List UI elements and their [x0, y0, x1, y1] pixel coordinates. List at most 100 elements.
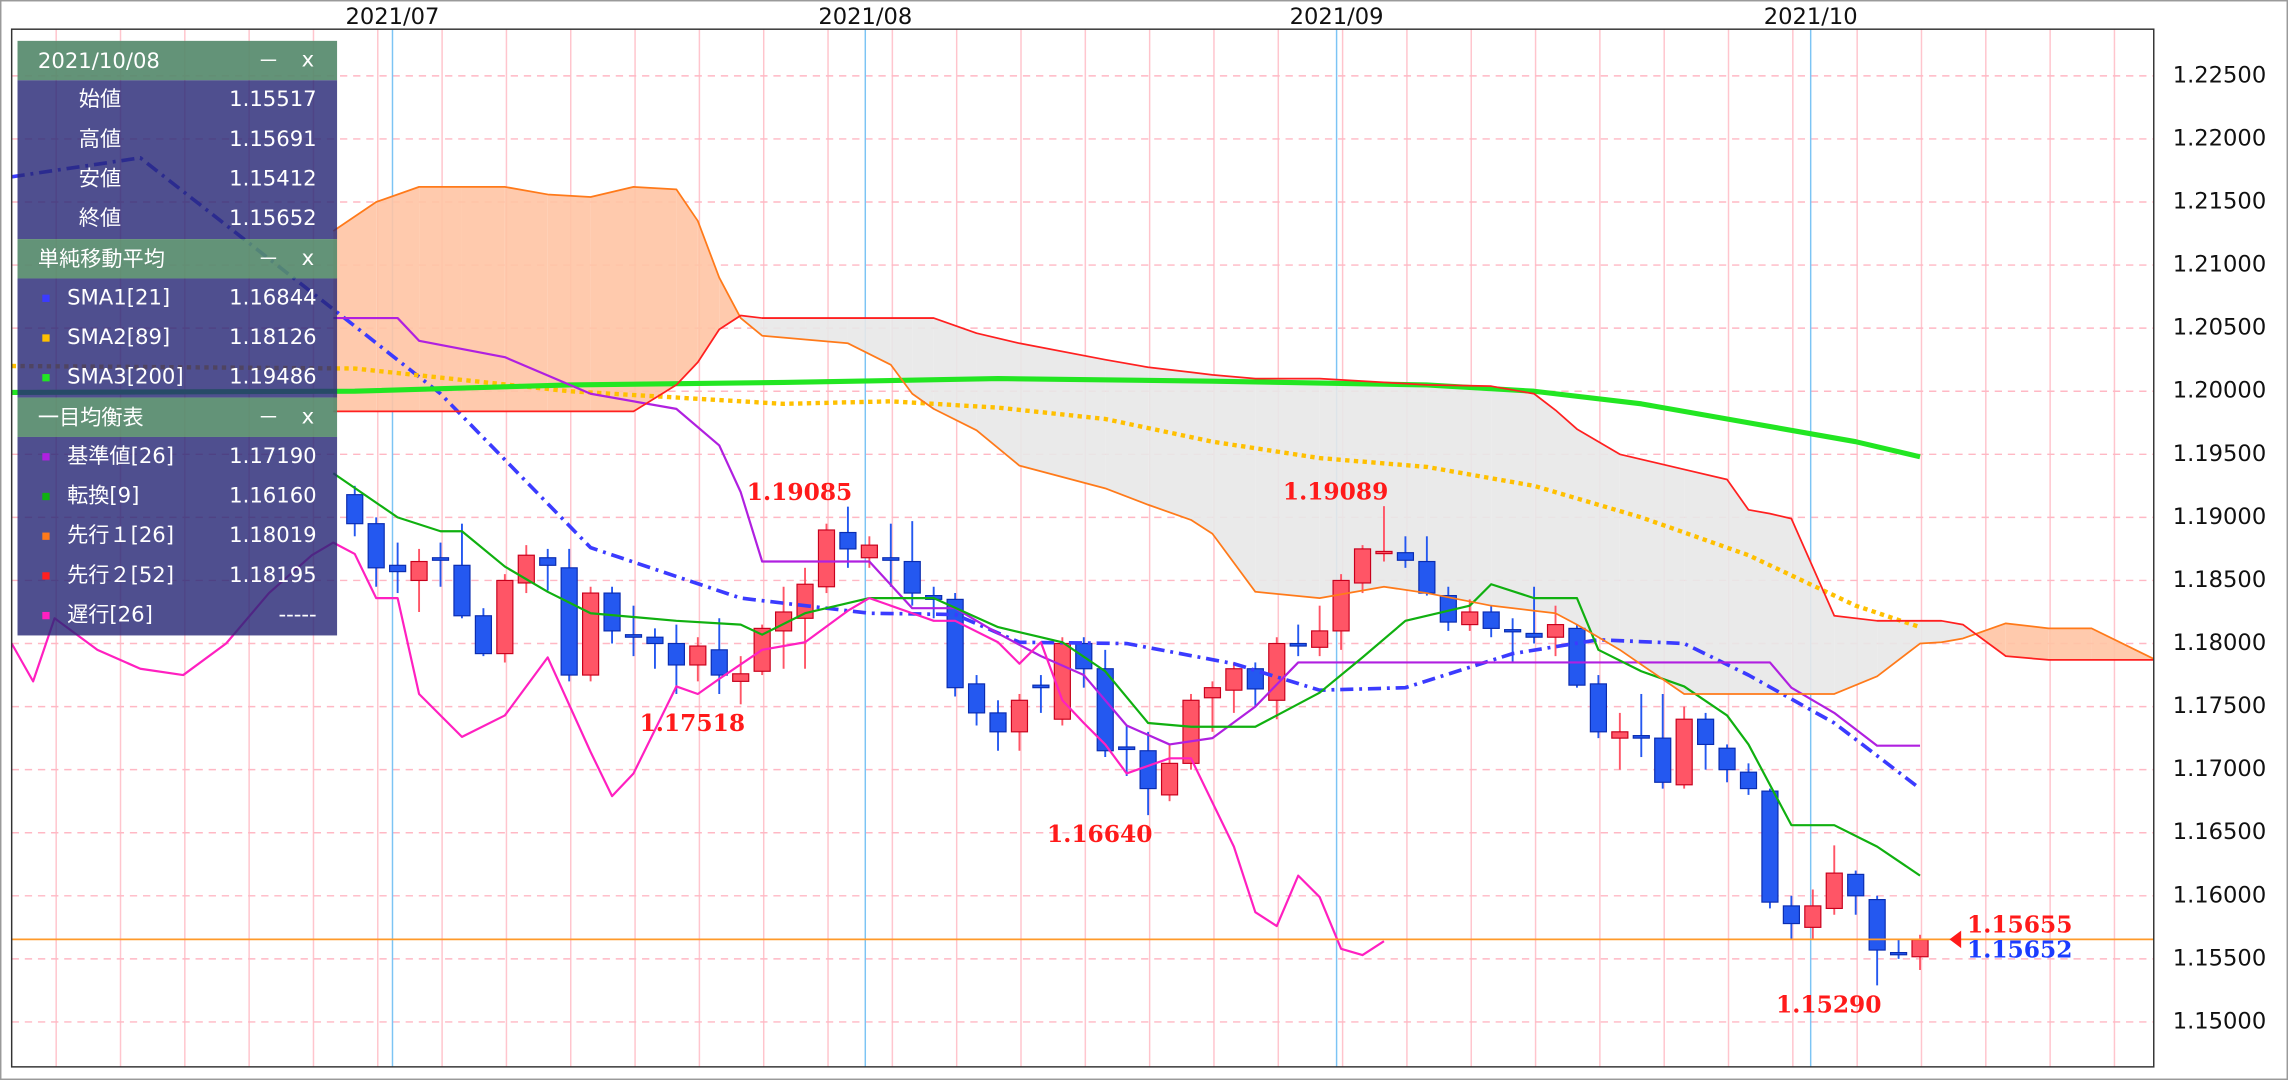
- cloud-segment: [2005, 623, 2049, 660]
- info-panel: 2021/10/08 － x 始値 1.15517 高値 1.15691 安値 1.15412 終…: [17, 40, 338, 636]
- cloud-segment: [2048, 628, 2092, 660]
- annotation: 1.19085: [747, 478, 853, 506]
- cloud-segment: [890, 318, 913, 394]
- candle-body: [1611, 731, 1629, 739]
- candle-body: [1182, 699, 1200, 764]
- candle-body: [582, 592, 600, 676]
- candle-body: [989, 712, 1007, 733]
- cloud-segment: [1941, 620, 1963, 643]
- candle-body: [667, 642, 685, 666]
- annotation: 1.17518: [640, 709, 746, 737]
- panel-button[interactable]: －: [258, 48, 279, 73]
- panel-value: 1.17190: [229, 443, 316, 468]
- cloud-segment: [461, 186, 505, 412]
- panel-button[interactable]: x: [302, 403, 315, 428]
- candle-body: [1589, 683, 1608, 733]
- cloud-segment: [1255, 378, 1320, 599]
- y-tick-label: 1.17000: [2173, 756, 2266, 782]
- cloud-segment: [504, 186, 548, 412]
- cloud-segment: [697, 220, 720, 363]
- panel-button[interactable]: x: [302, 245, 315, 270]
- legend-label: 基準値[26]: [67, 443, 174, 468]
- y-tick-label: 1.19000: [2173, 504, 2266, 530]
- panel-title: 一目均衡表: [38, 405, 144, 430]
- panel-button[interactable]: －: [258, 246, 279, 271]
- candle-body: [1482, 611, 1500, 629]
- x-tick-label: 2021/07: [346, 4, 440, 30]
- legend-swatch: [42, 374, 50, 382]
- candle-body: [1868, 899, 1886, 951]
- candle-body: [1697, 718, 1715, 746]
- panel-button[interactable]: x: [302, 47, 315, 72]
- candle-body: [882, 557, 900, 561]
- panel-body: [17, 436, 338, 636]
- price-label: 1.15652: [1967, 936, 2073, 964]
- candle-body: [839, 531, 857, 550]
- legend-swatch: [42, 334, 50, 342]
- y-tick-label: 1.21000: [2173, 252, 2266, 278]
- legend-swatch: [42, 492, 50, 501]
- cloud-layer: [333, 186, 2154, 694]
- panel-body: [17, 80, 338, 240]
- cloud-segment: [1834, 615, 1878, 694]
- legend-label: 転換[9]: [67, 483, 139, 508]
- candle-body: [1311, 630, 1329, 648]
- candle-body: [1911, 939, 1929, 958]
- cloud-segment: [676, 189, 698, 385]
- cloud-segment: [1190, 372, 1213, 534]
- cloud-segment: [912, 318, 934, 409]
- annotation: 1.15290: [1776, 990, 1882, 1018]
- cloud-segment: [1491, 386, 1535, 611]
- indicator-line: [333, 314, 2154, 661]
- indicator-line: [11, 376, 1921, 460]
- cloud-segment: [1576, 429, 1620, 650]
- candle-body: [1289, 642, 1307, 647]
- candle-body: [1418, 560, 1436, 594]
- panel-title: 単純移動平均: [38, 246, 165, 271]
- panel-value: 1.18019: [229, 522, 316, 547]
- panel-header: [17, 239, 338, 279]
- cloud-segment: [933, 318, 977, 431]
- cloud-segment: [1426, 384, 1492, 606]
- candle-body: [603, 592, 621, 632]
- panel-value: 1.15691: [229, 126, 316, 151]
- cloud-segment: [1555, 410, 1577, 625]
- legend-swatch: [42, 572, 50, 580]
- cloud-segment: [1148, 367, 1191, 520]
- cloud-segment: [719, 277, 740, 330]
- candle-body: [1739, 771, 1758, 790]
- candle-body: [1053, 642, 1071, 720]
- panel-value: 1.16844: [229, 284, 316, 309]
- cloud-segment: [762, 318, 806, 340]
- y-tick-label: 1.20500: [2173, 315, 2266, 341]
- candle-body: [1654, 737, 1672, 783]
- candle-body: [1268, 642, 1286, 701]
- candle-body: [389, 564, 407, 573]
- candle-body: [1568, 627, 1586, 686]
- indicator-line: [332, 185, 2154, 695]
- candle-body: [1396, 552, 1415, 561]
- x-tick-label: 2021/10: [1764, 4, 1858, 30]
- cloud-segment: [590, 186, 634, 412]
- y-tick-label: 1.20000: [2173, 378, 2266, 404]
- legend-label: SMA2[89]: [67, 324, 170, 349]
- candle-body: [1160, 762, 1179, 796]
- candle-body: [1847, 873, 1865, 897]
- line-layer: [11, 156, 2154, 957]
- candle-body: [1139, 750, 1157, 790]
- candle-body: [689, 645, 707, 666]
- legend-label: 遅行[26]: [67, 602, 153, 627]
- candle-body: [1332, 579, 1350, 632]
- cloud-segment: [333, 202, 377, 412]
- y-tick-label: 1.19500: [2173, 441, 2266, 467]
- price-label: 1.15655: [1967, 911, 2073, 939]
- candle-body: [496, 579, 514, 655]
- legend-label: 先行１[26]: [67, 522, 174, 547]
- candle-body: [1118, 746, 1136, 751]
- panel-button[interactable]: －: [258, 405, 279, 430]
- candle-body: [967, 683, 986, 714]
- indicator-line: [11, 363, 1921, 630]
- legend-label: SMA3[200]: [67, 364, 184, 389]
- panel-header: [17, 40, 338, 81]
